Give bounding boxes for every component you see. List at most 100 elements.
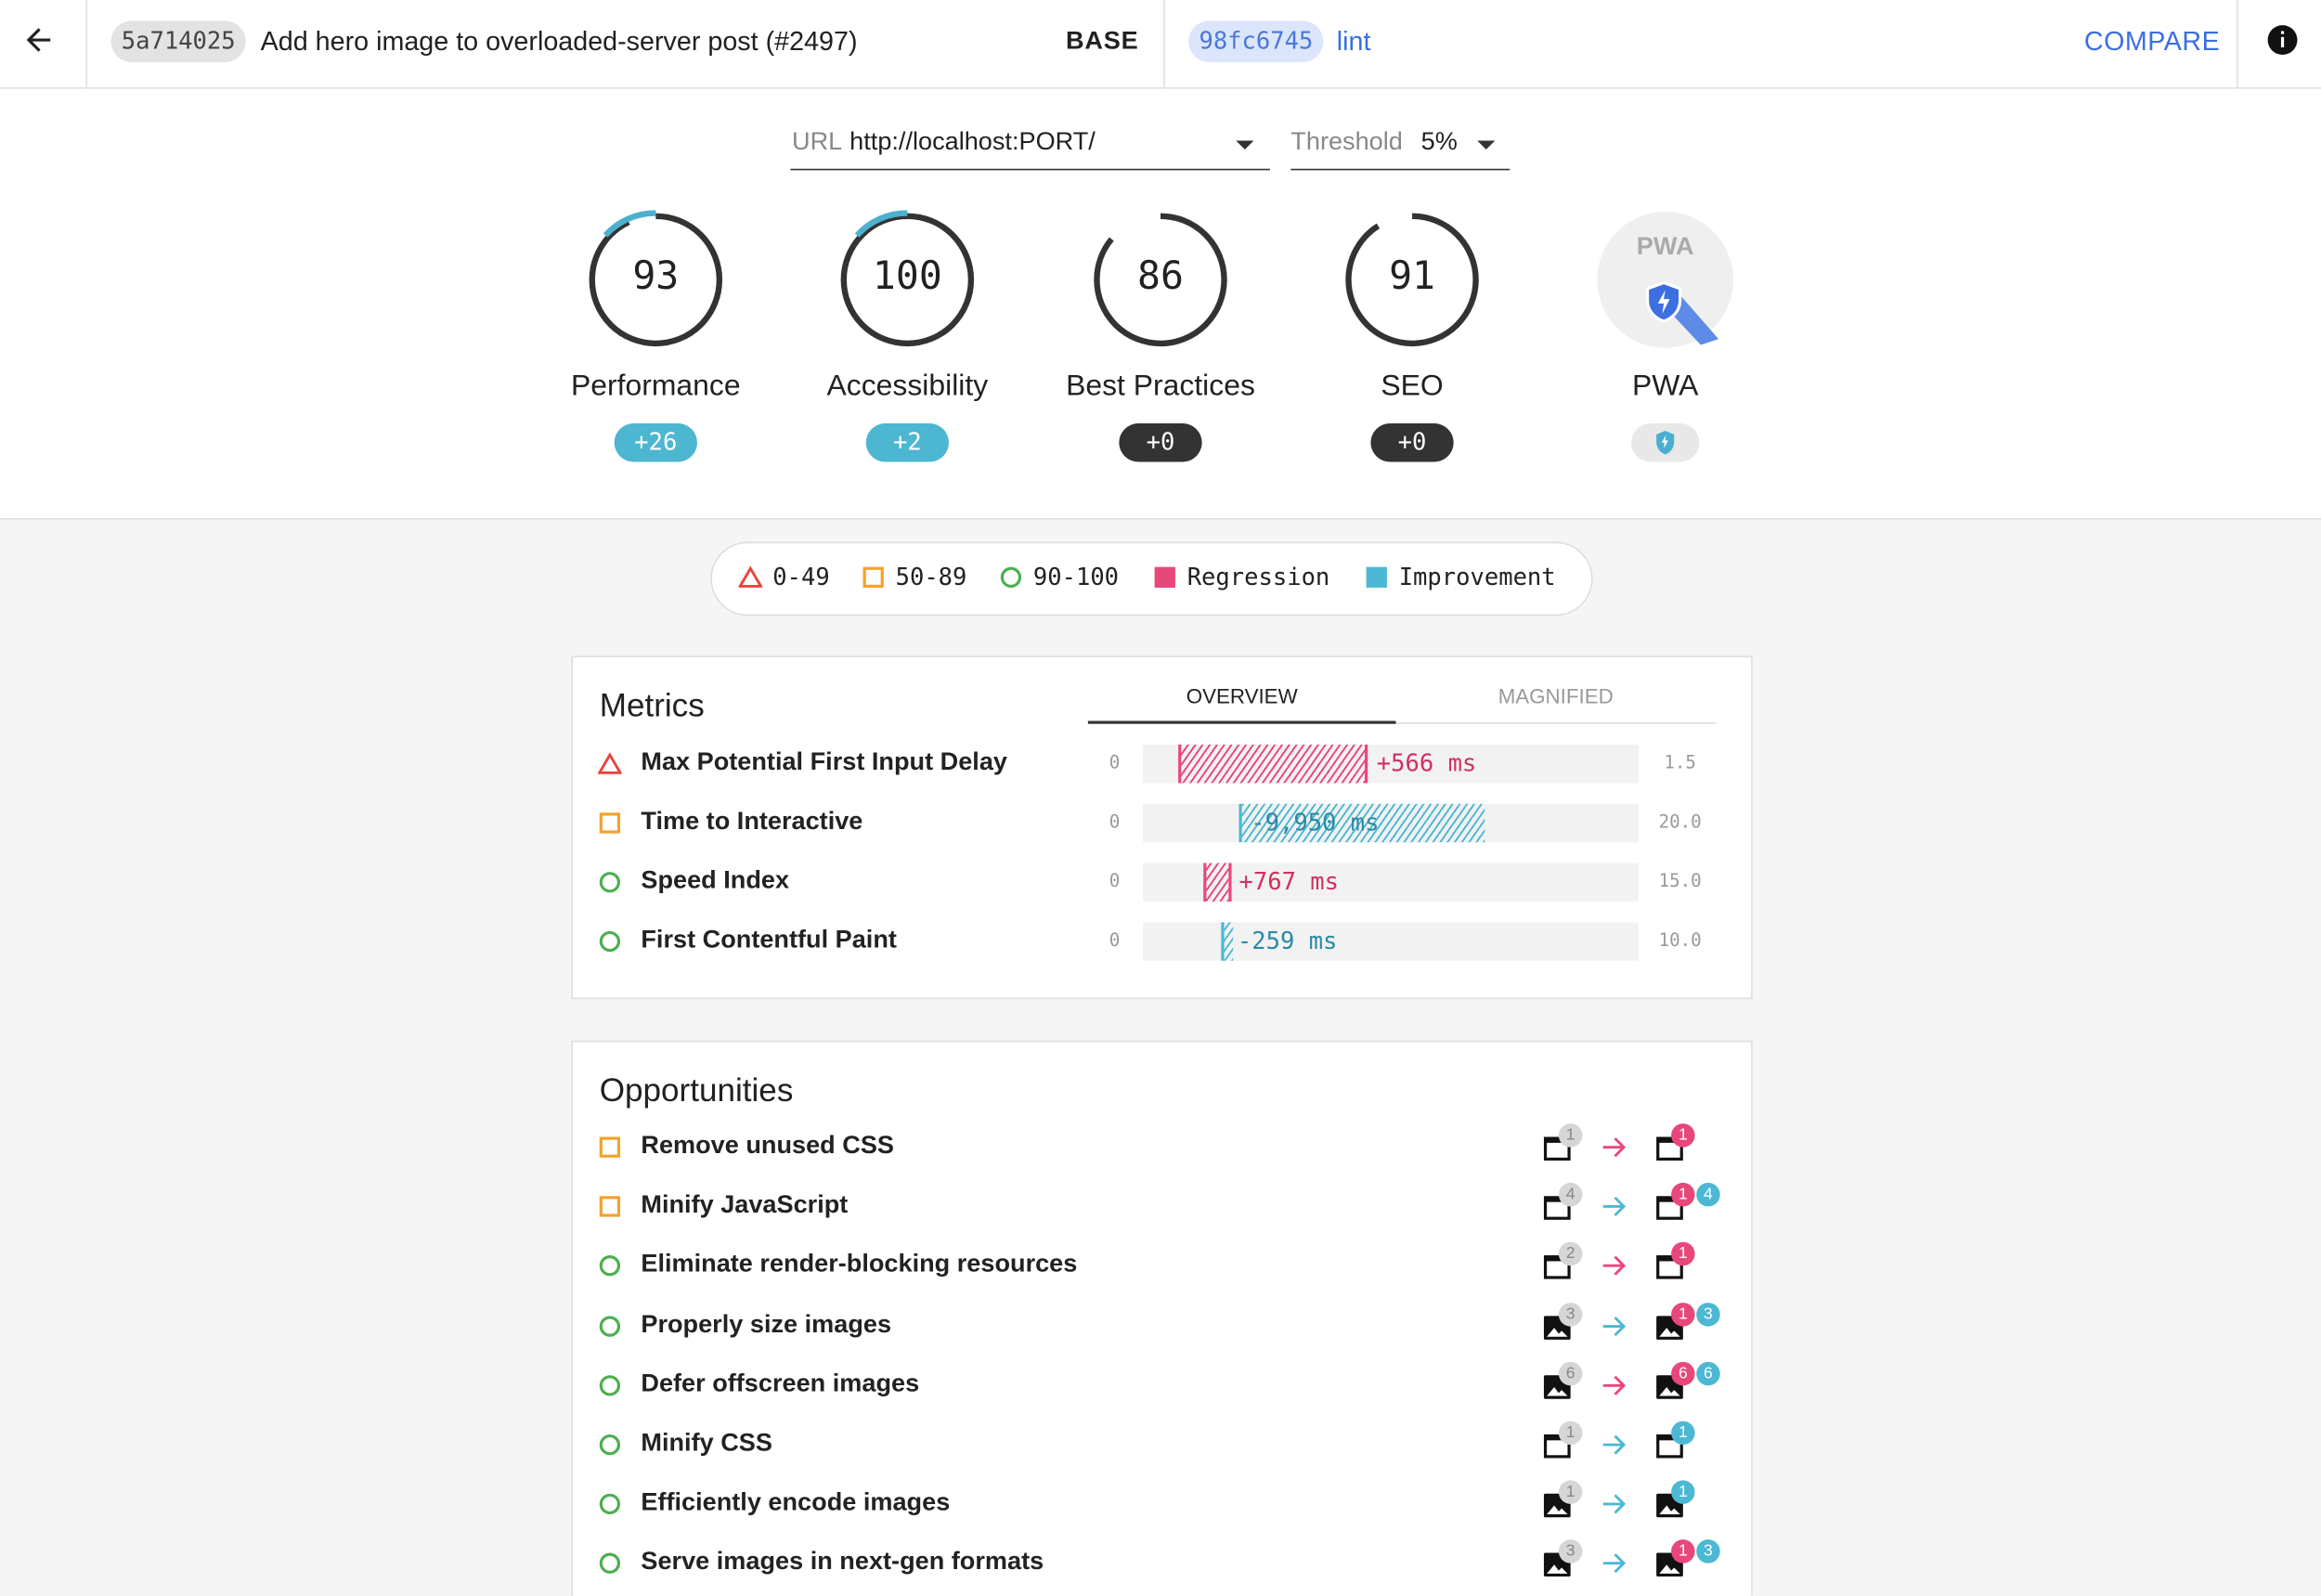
pwa-badge: PWA	[1636, 232, 1694, 261]
change-arrow	[1602, 1256, 1627, 1277]
metric-delta: +566 ms	[1376, 748, 1477, 778]
compare-hash[interactable]: 98fc6745	[1188, 20, 1324, 62]
status-icon	[599, 1315, 621, 1337]
opportunity-name[interactable]: Serve images in next-gen formats	[641, 1547, 1044, 1577]
opportunity-name[interactable]: Minify CSS	[641, 1428, 772, 1457]
tab-indicator	[1087, 720, 1396, 724]
threshold-value: 5%	[1420, 127, 1458, 156]
tab[interactable]: MAGNIFIED	[1498, 683, 1614, 708]
improvement-count: 3	[1696, 1539, 1720, 1564]
axis-min: 0	[1109, 811, 1121, 833]
gauge-score: 91	[1389, 254, 1436, 300]
back-button[interactable]	[20, 22, 56, 58]
gauge-label: Performance	[571, 370, 741, 403]
info-button[interactable]	[2266, 24, 2299, 57]
compare-icon	[1656, 1136, 1683, 1161]
improvement-count: 1	[1671, 1480, 1695, 1505]
status-icon	[599, 1136, 621, 1158]
legend-icon	[1000, 566, 1022, 588]
axis-min: 0	[1109, 751, 1121, 773]
status-icon	[599, 1374, 621, 1396]
change-arrow	[1602, 1137, 1627, 1158]
metric-name[interactable]: Time to Interactive	[641, 806, 863, 836]
divider	[1163, 0, 1165, 88]
legend-label: Regression	[1186, 562, 1330, 591]
improvement-bar	[1238, 803, 1485, 843]
gauge-diff: +0	[1370, 422, 1454, 462]
regression-bar	[1178, 744, 1368, 784]
base-count: 2	[1558, 1242, 1583, 1266]
opportunity-name[interactable]: Eliminate render-blocking resources	[641, 1250, 1078, 1278]
threshold-select[interactable]: Threshold 5%	[1290, 124, 1511, 171]
metric-name[interactable]: Speed Index	[641, 865, 790, 895]
regression-count: 1	[1671, 1123, 1695, 1148]
url-select[interactable]: URL http://localhost:PORT/	[790, 124, 1270, 171]
base-count: 1	[1558, 1123, 1583, 1148]
gauge-arc	[589, 213, 723, 347]
opportunity-name[interactable]: Efficiently encode images	[641, 1487, 951, 1516]
gauge-improvement	[854, 210, 908, 238]
gauge	[840, 210, 975, 347]
threshold-label: Threshold	[1290, 127, 1403, 156]
change-arrow	[1602, 1553, 1627, 1574]
legend	[710, 541, 1593, 616]
regression-bar	[1203, 863, 1232, 902]
regression-count: 1	[1671, 1539, 1695, 1564]
change-arrow	[1602, 1494, 1627, 1514]
regression-count: 6	[1671, 1361, 1695, 1386]
pwa-diff-icon	[1656, 430, 1675, 455]
legend-icon	[1154, 566, 1175, 588]
gauge-label: PWA	[1631, 370, 1699, 403]
axis-max: 10.0	[1658, 929, 1702, 951]
status-icon	[599, 1434, 621, 1456]
status-icon	[599, 872, 621, 893]
improvement-count: 6	[1696, 1361, 1720, 1386]
tab[interactable]: OVERVIEW	[1186, 683, 1298, 708]
improvement-count: 3	[1696, 1302, 1720, 1326]
opportunity-name[interactable]: Properly size images	[641, 1309, 892, 1338]
status-icon	[599, 1553, 621, 1575]
base-count: 4	[1558, 1183, 1583, 1207]
gauge-arc	[1094, 213, 1227, 347]
base-message[interactable]: Add hero image to overloaded-server post…	[260, 26, 858, 57]
change-arrow	[1602, 1197, 1627, 1217]
compare-icon	[1656, 1196, 1683, 1221]
axis-min: 0	[1109, 870, 1121, 891]
opportunity-name[interactable]: Minify JavaScript	[641, 1190, 849, 1219]
pwa-diff	[1631, 422, 1700, 462]
metric-delta: -259 ms	[1237, 927, 1338, 955]
improvement-count: 1	[1671, 1421, 1695, 1446]
base-count: 6	[1558, 1361, 1583, 1386]
legend-icon	[738, 565, 763, 588]
metric-delta: -9,950 ms	[1251, 808, 1380, 837]
metric-delta: +767 ms	[1238, 867, 1340, 896]
base-icon	[1543, 1255, 1571, 1280]
compare-message[interactable]: lint	[1336, 26, 1371, 57]
base-hash[interactable]: 5a714025	[110, 20, 246, 62]
gauge-label: Best Practices	[1066, 370, 1255, 403]
metric-name[interactable]: First Contentful Paint	[641, 925, 897, 954]
axis-max: 1.5	[1664, 751, 1696, 773]
gauge-label: Accessibility	[826, 370, 989, 403]
compare-button[interactable]: COMPARE	[2083, 26, 2221, 57]
axis-max: 15.0	[1658, 870, 1702, 891]
improvement-bar	[1221, 922, 1234, 961]
improvement-count: 4	[1696, 1183, 1720, 1207]
pwa-icon	[1645, 280, 1719, 345]
base-count: 3	[1558, 1539, 1583, 1564]
gauge	[1094, 213, 1227, 347]
opportunity-name[interactable]: Defer offscreen images	[641, 1369, 920, 1397]
gauge	[1345, 213, 1479, 347]
gauge-score: 93	[632, 254, 680, 300]
gauge	[589, 210, 723, 347]
opportunity-name[interactable]: Remove unused CSS	[641, 1131, 895, 1160]
card-title: Metrics	[599, 686, 705, 724]
base-icon	[1543, 1136, 1571, 1161]
legend-label: 50-89	[895, 562, 967, 591]
status-icon	[599, 1255, 621, 1277]
metric-name[interactable]: Max Potential First Input Delay	[641, 747, 1007, 776]
card-title: Opportunities	[599, 1071, 794, 1109]
divider	[2237, 0, 2238, 88]
dropdown-arrow	[1477, 140, 1496, 150]
